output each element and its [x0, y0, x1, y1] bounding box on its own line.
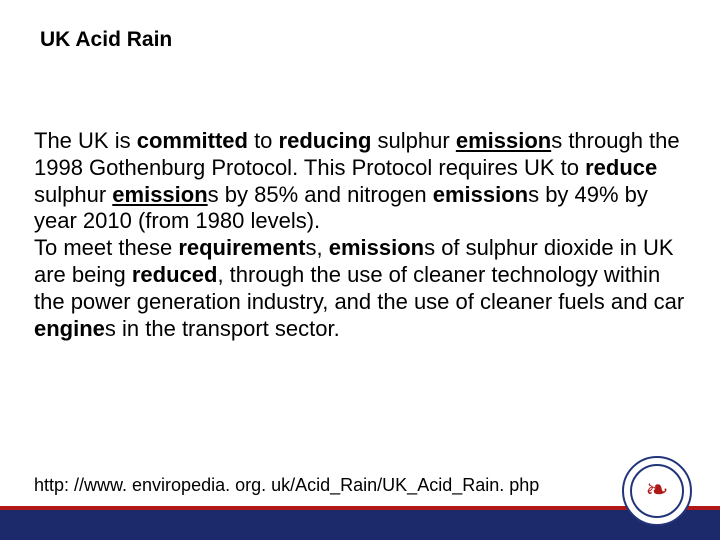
footer-url: http: //www. enviropedia. org. uk/Acid_R…: [34, 475, 539, 496]
body-text-run: To meet these: [34, 235, 178, 260]
slide-body: The UK is committed to reducing sulphur …: [34, 128, 686, 343]
body-link[interactable]: emission: [456, 128, 551, 153]
body-bold: reducing: [279, 128, 372, 153]
logo-inner-ring: ❧: [630, 464, 684, 518]
body-text-run: s in the transport sector.: [105, 316, 340, 341]
footer-bar: [0, 506, 720, 540]
body-text-run: to: [248, 128, 279, 153]
body-text-run: sulphur: [34, 182, 112, 207]
body-bold: emission: [329, 235, 424, 260]
slide-title: UK Acid Rain: [40, 28, 172, 52]
body-link[interactable]: emission: [112, 182, 207, 207]
body-text-run: The UK is: [34, 128, 137, 153]
body-bold: engine: [34, 316, 105, 341]
body-bold: requirement: [178, 235, 305, 260]
body-bold: emission: [433, 182, 528, 207]
body-text-run: sulphur: [371, 128, 455, 153]
slide: UK Acid Rain The UK is committed to redu…: [0, 0, 720, 540]
logo: ❧: [622, 456, 692, 526]
logo-emblem-icon: ❧: [645, 476, 668, 504]
body-bold: reduced: [132, 262, 218, 287]
body-text-run: s by 85% and nitrogen: [208, 182, 433, 207]
body-bold: reduce: [585, 155, 657, 180]
body-bold: committed: [137, 128, 248, 153]
logo-outer-ring: ❧: [622, 456, 692, 526]
body-text-run: s,: [305, 235, 328, 260]
